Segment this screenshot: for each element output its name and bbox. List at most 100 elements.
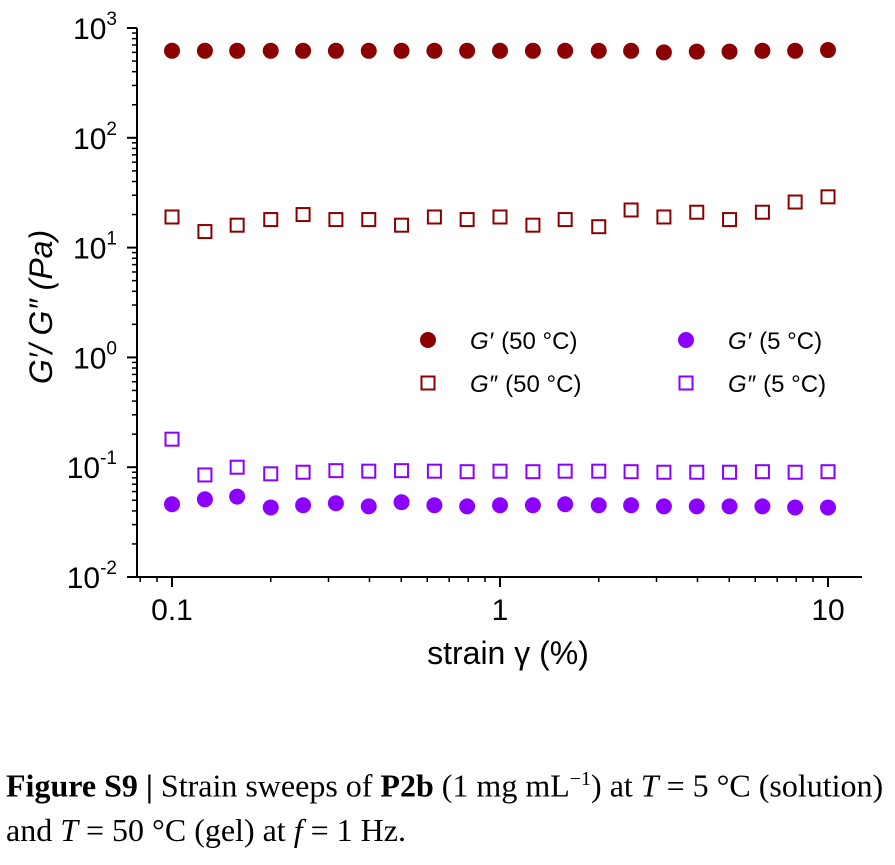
data-point xyxy=(623,497,640,514)
data-point xyxy=(688,43,705,60)
strain-sweep-chart: 10-2 10-1 100 101 102 103 0.1 1 10 G′ (50 °C) G″(… xyxy=(23,9,862,671)
x-tick-label: 10 xyxy=(811,594,844,627)
data-point xyxy=(787,194,803,210)
data-point xyxy=(820,464,836,480)
data-point xyxy=(197,467,213,483)
caption-text-6: = 1 Hz. xyxy=(302,811,406,848)
data-point xyxy=(820,42,836,59)
data-point xyxy=(295,42,312,59)
data-point xyxy=(721,43,738,60)
data-point xyxy=(164,42,180,59)
data-point xyxy=(722,212,738,228)
data-point xyxy=(295,497,312,514)
data-point xyxy=(655,44,672,61)
data-point xyxy=(327,42,344,59)
data-point xyxy=(492,42,508,59)
x-axis-ticks: 0.1 1 10 xyxy=(139,577,845,627)
data-point xyxy=(164,496,180,513)
data-point xyxy=(196,42,213,59)
data-point xyxy=(557,42,574,59)
data-point xyxy=(722,464,738,480)
caption-text-2: (1 mg mL xyxy=(433,767,570,804)
data-point xyxy=(524,497,541,514)
data-point xyxy=(787,499,804,516)
data-point xyxy=(492,463,508,479)
data-point xyxy=(524,42,541,59)
data-point xyxy=(197,224,213,240)
data-point xyxy=(557,463,573,479)
legend-marker xyxy=(678,332,694,348)
y-tick-label: 100 xyxy=(73,338,117,375)
data-point xyxy=(492,209,508,225)
data-point xyxy=(590,42,607,59)
data-point xyxy=(164,209,180,225)
x-tick-label: 1 xyxy=(492,594,509,627)
data-point xyxy=(623,464,639,480)
data-point xyxy=(229,488,246,505)
data-point xyxy=(426,42,443,59)
data-point xyxy=(295,464,311,480)
data-point xyxy=(689,464,705,480)
data-point xyxy=(229,459,245,475)
data-point xyxy=(557,496,574,513)
data-point xyxy=(328,212,344,228)
data-point xyxy=(426,209,442,225)
data-point xyxy=(360,42,377,59)
data-point xyxy=(164,431,180,447)
data-point xyxy=(393,494,410,511)
data-point xyxy=(688,498,705,515)
caption-temperature-symbol-1: T xyxy=(640,767,659,804)
data-point xyxy=(426,497,443,514)
data-point xyxy=(361,212,377,228)
data-point xyxy=(492,497,508,514)
data-point xyxy=(590,497,607,514)
data-point xyxy=(361,463,377,479)
data-point xyxy=(426,463,442,479)
x-axis-label: strain γ (%) xyxy=(427,635,589,671)
legend-label: G′ (50 °C) xyxy=(470,328,577,355)
data-points xyxy=(164,42,836,516)
caption-compound: P2b xyxy=(380,767,434,804)
data-point xyxy=(525,217,541,233)
data-point xyxy=(623,42,640,59)
y-tick-label: 10-1 xyxy=(67,448,117,485)
data-point xyxy=(327,495,344,512)
caption-superscript: −1 xyxy=(569,768,592,790)
caption-label: Figure S9 xyxy=(6,767,138,804)
figure-caption: Figure S9 | Strain sweeps of P2b (1 mg m… xyxy=(6,757,891,852)
data-point xyxy=(262,499,279,516)
legend: G′ (50 °C) G″ (50 °C) G′ (5 °C) G″ (5 °C) xyxy=(420,328,826,398)
data-point xyxy=(295,207,311,223)
data-point xyxy=(754,498,771,515)
data-point xyxy=(459,212,475,228)
legend-marker xyxy=(420,375,436,391)
data-point xyxy=(820,189,836,205)
chart-axes xyxy=(136,28,862,578)
data-point xyxy=(525,464,541,480)
data-point xyxy=(360,498,377,515)
caption-temperature-symbol-2: T xyxy=(60,811,78,848)
data-point xyxy=(557,212,573,228)
data-point xyxy=(459,498,476,515)
legend-label: G′ (5 °C) xyxy=(728,328,822,355)
y-axis-label: G′/ G″ (Pa) xyxy=(23,230,59,384)
data-point xyxy=(229,217,245,233)
y-tick-label: 103 xyxy=(73,9,117,46)
data-point xyxy=(328,463,344,479)
data-point xyxy=(591,463,607,479)
data-point xyxy=(262,42,279,59)
data-point xyxy=(591,219,607,235)
data-point xyxy=(623,202,639,218)
legend-marker xyxy=(678,375,694,391)
data-point xyxy=(721,498,738,515)
legend-label: G″ (5 °C) xyxy=(728,371,826,398)
data-point xyxy=(754,464,770,480)
y-tick-label: 102 xyxy=(73,119,117,156)
y-tick-label: 10-2 xyxy=(67,558,117,595)
data-point xyxy=(754,42,771,59)
caption-text-3: ) at xyxy=(591,767,641,804)
caption-text-1: Strain sweeps of xyxy=(160,767,381,804)
data-point xyxy=(196,491,213,508)
data-point xyxy=(263,466,279,482)
data-point xyxy=(787,464,803,480)
